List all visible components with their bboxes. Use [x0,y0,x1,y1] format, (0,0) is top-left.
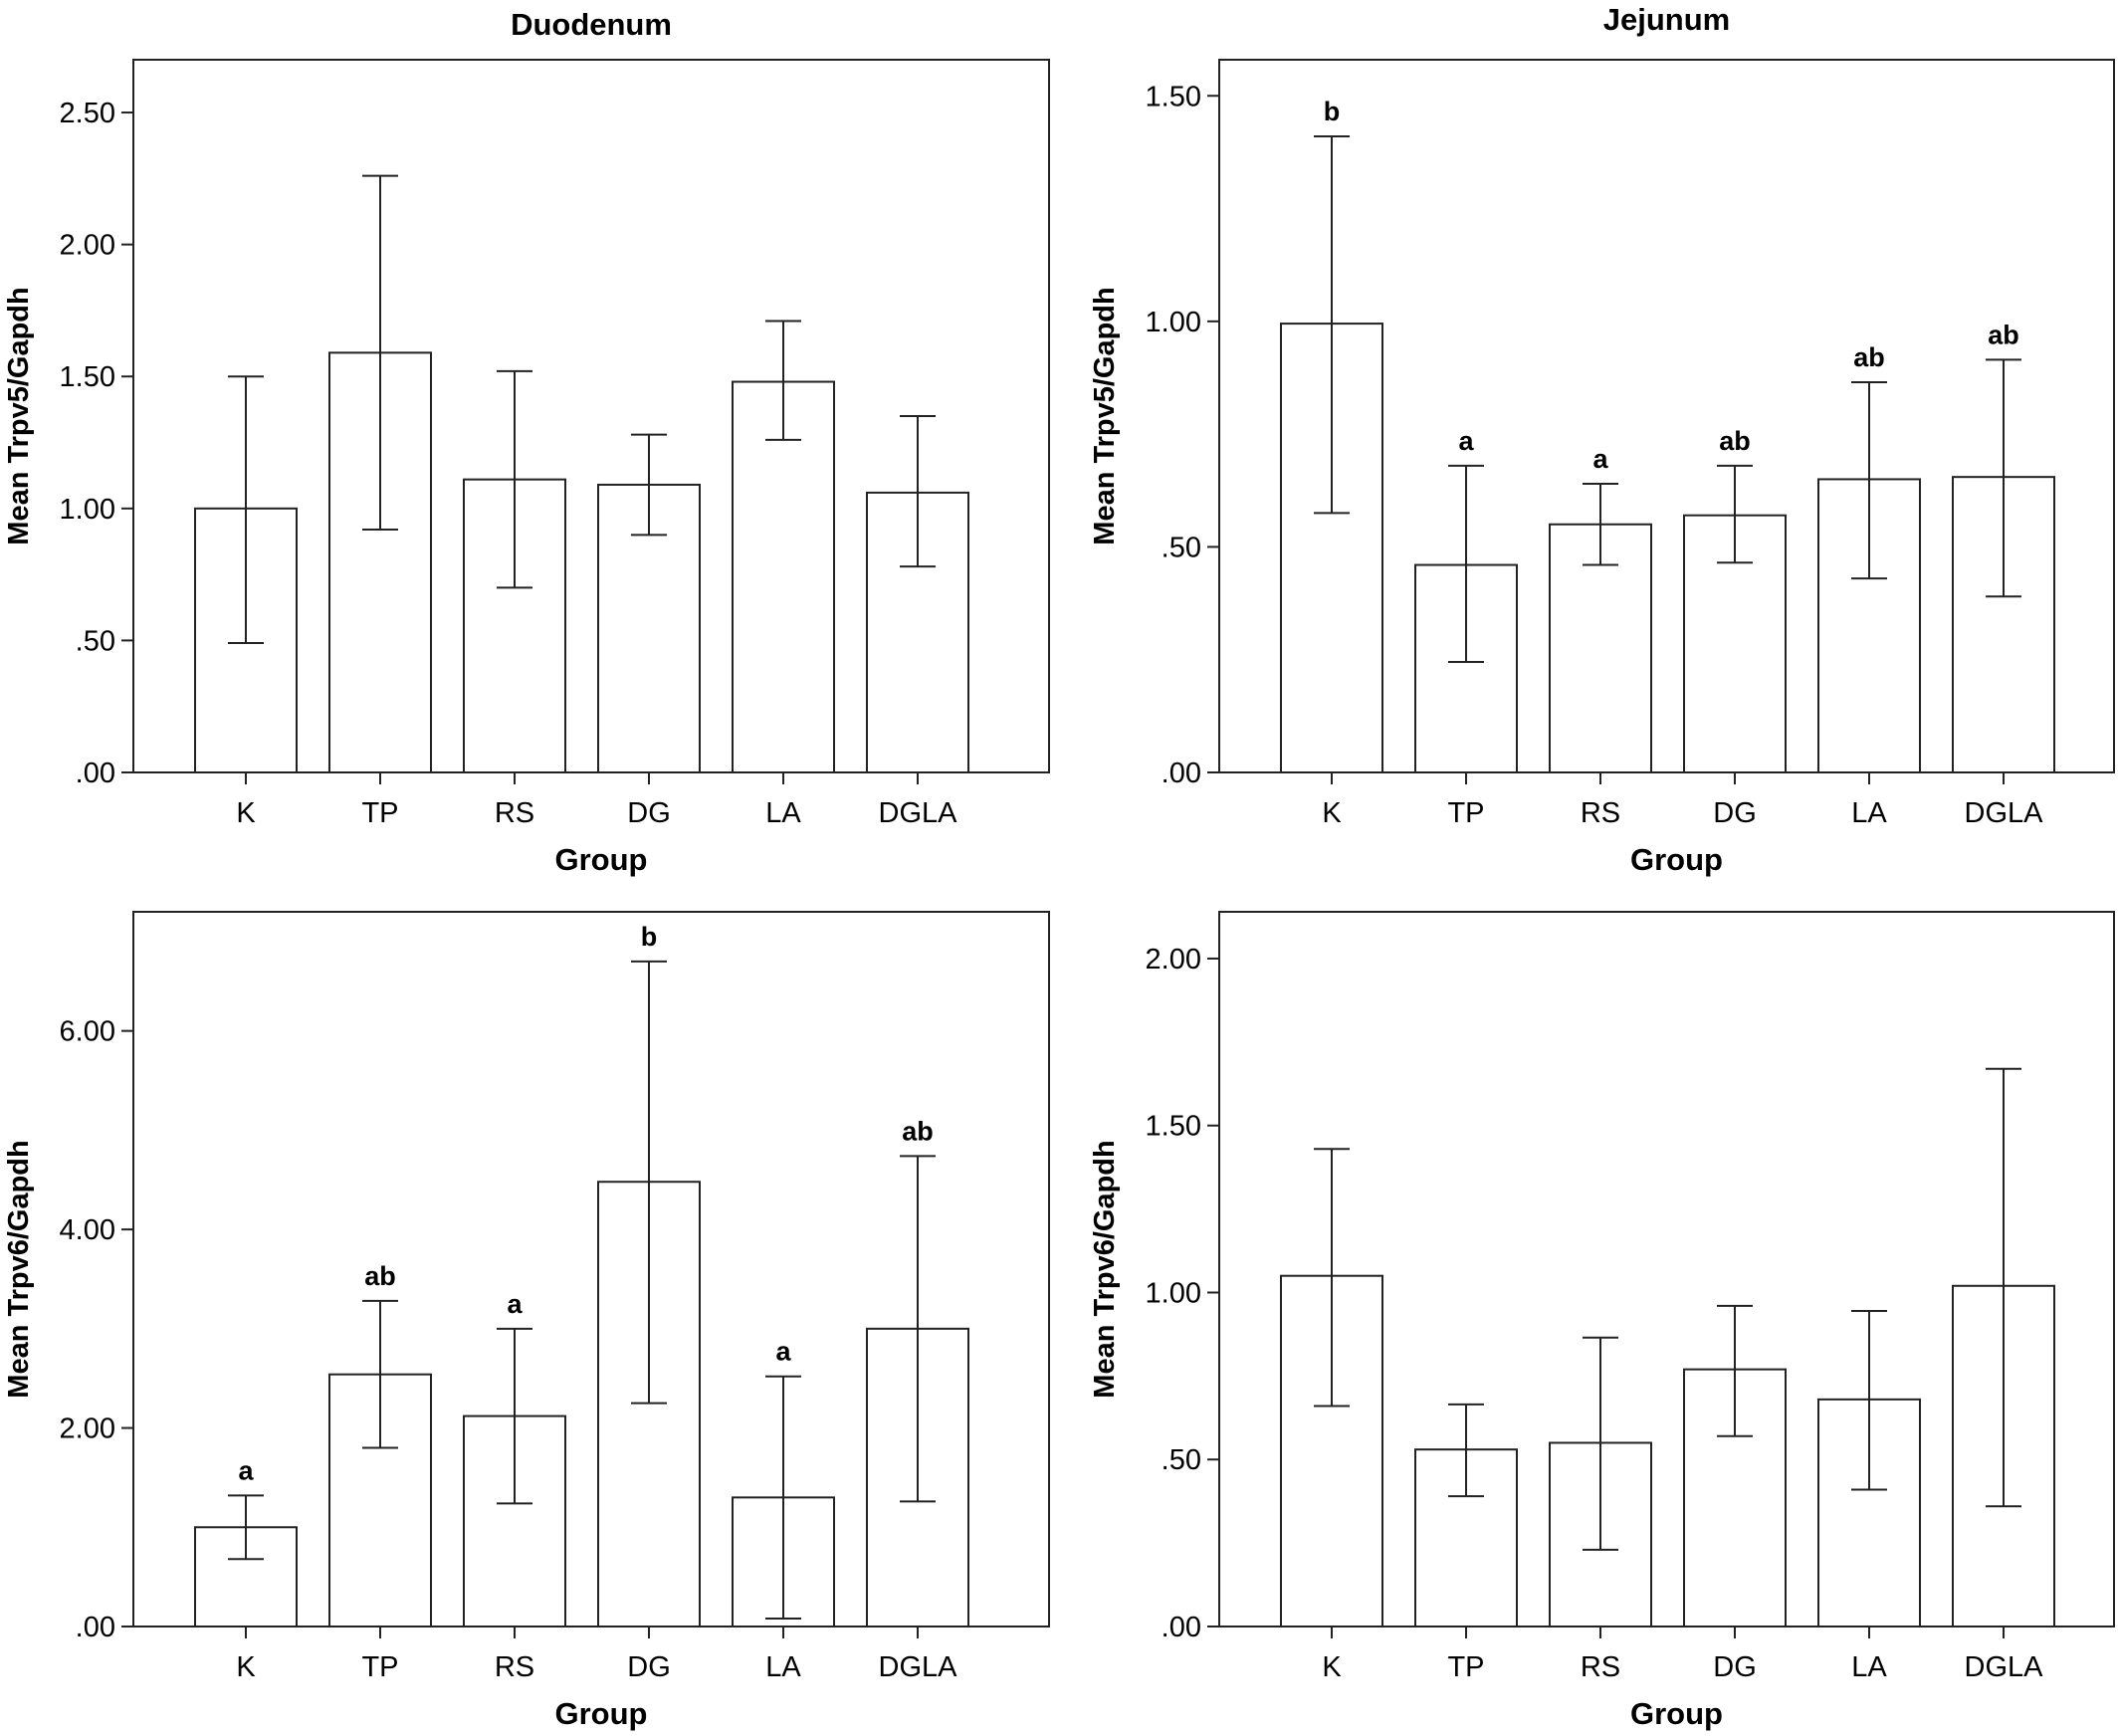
significance-label: a [1458,426,1474,456]
significance-label: a [507,1289,523,1319]
y-tick-label: 2.00 [60,230,115,262]
significance-label: a [238,1455,254,1485]
significance-label: ab [1853,342,1885,372]
significance-label: ab [902,1116,934,1146]
category-label: DGLA [879,797,958,829]
x-axis-label: Group [555,1696,648,1731]
category-label: LA [1851,797,1887,829]
duodenum-trpv5-chart: Duodenum .00 .50 1.00 1.50 2.00 2.50 Mean Trpv5… [3,7,1050,877]
y-axis-label: Mean Trpv5/Gapdh [1089,287,1121,544]
y-tick-label: .00 [1162,1612,1201,1643]
plot-frame [1218,59,2115,773]
category-label: DGLA [1965,1651,2044,1683]
y-tick-label: 1.50 [1146,1111,1201,1143]
panel-title: Jejunum [1603,2,1730,37]
category-label: TP [1447,1651,1484,1683]
significance-label: ab [1719,426,1751,456]
category-label: LA [1851,1651,1887,1683]
significance-label: a [1592,444,1608,474]
category-label: K [236,1651,256,1683]
category-label: TP [1447,797,1484,829]
significance-label: ab [1988,320,2019,349]
category-label: K [1322,797,1342,829]
category-label: DG [627,1651,671,1683]
significance-label: a [775,1337,791,1367]
y-tick-label: .00 [1162,758,1201,789]
y-axis-label: Mean Trpv6/Gapdh [3,1140,35,1398]
category-label: DGLA [879,1651,958,1683]
y-tick-label: 1.00 [1146,307,1201,338]
category-label: DG [1713,1651,1757,1683]
category-label: LA [765,1651,801,1683]
category-label: RS [1581,1651,1620,1683]
y-tick-label: .00 [76,758,115,789]
x-axis-label: Group [1630,1696,1723,1731]
y-axis-label: Mean Trpv5/Gapdh [3,287,35,544]
y-tick-label: 1.50 [60,361,115,393]
category-label: RS [495,1651,534,1683]
y-tick-label: 1.00 [1146,1277,1201,1309]
category-label: DGLA [1965,797,2044,829]
category-label: RS [495,797,534,829]
category-label: LA [765,797,801,829]
category-label: K [1322,1651,1342,1683]
x-axis-label: Group [1630,842,1723,877]
y-tick-label: 2.50 [60,98,115,129]
x-axis-label: Group [555,842,648,877]
category-label: TP [361,1651,398,1683]
category-label: DG [1713,797,1757,829]
plot-frame [132,911,1050,1628]
plot-frame [1218,911,2115,1628]
category-label: DG [627,797,671,829]
y-tick-label: .50 [76,625,115,657]
y-tick-label: 1.00 [60,494,115,526]
significance-label: ab [364,1261,396,1291]
y-tick-label: 4.00 [60,1214,115,1246]
plot-frame [132,59,1050,773]
panel-title: Duodenum [511,7,672,42]
y-tick-label: .00 [76,1612,115,1643]
category-label: TP [361,797,398,829]
y-tick-label: .50 [1162,1444,1201,1476]
jejunum-trpv5-chart: Jejunum .00 .50 1.00 1.50 Mean Trpv5/Gapdh Gro… [1089,2,2115,877]
y-tick-label: 6.00 [60,1016,115,1048]
jejunum-trpv6-chart: .00 .50 1.00 1.50 2.00 Mean Trpv6/Gapdh Group K… [1089,911,2115,1731]
y-axis-label: Mean Trpv6/Gapdh [1089,1140,1121,1398]
significance-label: b [641,922,658,952]
duodenum-trpv6-chart: .00 2.00 4.00 6.00 Mean Trpv6/Gapdh Group Ka TP… [3,911,1050,1731]
y-tick-label: .50 [1162,532,1201,563]
y-tick-label: 1.50 [1146,81,1201,112]
y-tick-label: 2.00 [60,1413,115,1445]
category-label: RS [1581,797,1620,829]
y-tick-label: 2.00 [1146,944,1201,976]
category-label: K [236,797,256,829]
significance-label: b [1324,97,1341,126]
